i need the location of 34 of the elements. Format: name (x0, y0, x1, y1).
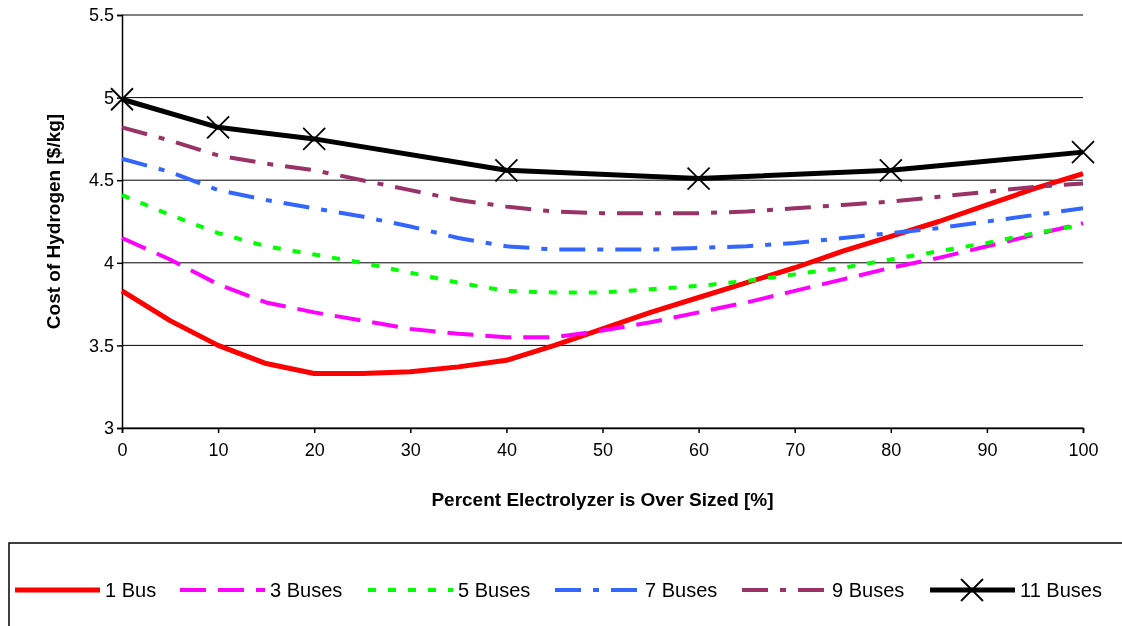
x-tick-label: 90 (977, 439, 998, 460)
point (878, 158, 903, 183)
y-tick-label: 4.5 (88, 170, 114, 191)
legend-label: 3 Buses (270, 579, 343, 601)
point (302, 127, 327, 151)
y-tick-label: 5.5 (88, 5, 114, 26)
y-tick-label: 5 (103, 87, 114, 108)
point (206, 115, 230, 140)
x-tick-label: 80 (881, 439, 902, 460)
y-tick-label: 4 (103, 253, 114, 274)
x-tick-label: 100 (1068, 439, 1099, 460)
x-tick-label: 30 (400, 439, 421, 460)
x-tick-label: 20 (304, 439, 325, 460)
legend-label: 1 Bus (105, 579, 157, 601)
x-tick-label: 50 (592, 439, 614, 460)
legend-label: 9 Buses (832, 579, 905, 601)
y-tick-label: 3.5 (88, 335, 114, 356)
legend-label: 11 Buses (1020, 579, 1102, 601)
point (686, 166, 711, 191)
x-tick-label: 60 (689, 439, 710, 460)
y-tick-label: 3 (103, 418, 114, 439)
point (494, 158, 519, 183)
legend-label: 5 Buses (458, 579, 531, 601)
line-series (120, 156, 1085, 252)
line-series (120, 125, 1085, 216)
point (1071, 140, 1095, 165)
y-axis-title: Cost of Hydrogen [$/kg] (43, 113, 64, 330)
x-tick-label: 70 (785, 439, 806, 460)
line-series (120, 221, 1085, 340)
x-axis-title: Percent Electrolyzer is Over Sized [%] (431, 489, 774, 510)
x-tick-label: 40 (496, 439, 517, 460)
legend-label: 7 Buses (645, 579, 718, 601)
x-tick-label: 0 (117, 439, 128, 460)
x-tick-label: 10 (208, 439, 229, 460)
